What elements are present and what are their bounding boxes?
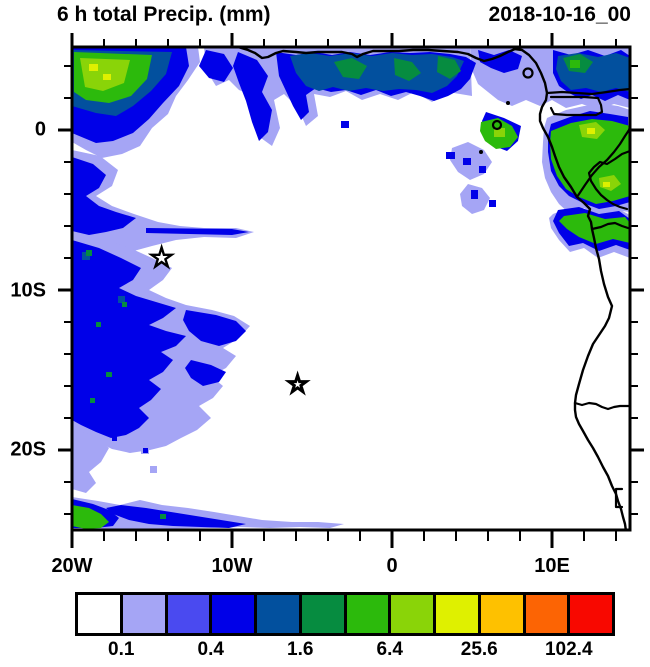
colorbar-cell (301, 595, 347, 633)
x-axis-label-20w: 20W (51, 555, 93, 577)
colorbar-cell (525, 595, 571, 633)
colorbar-label: 1.6 (287, 639, 314, 660)
colorbar-cell (436, 595, 481, 633)
colorbar-label: 25.6 (460, 639, 498, 660)
map-outlines (236, 47, 630, 530)
x-axis-label-10w: 10W (211, 555, 253, 577)
colorbar-cell (570, 595, 612, 633)
island-dot (479, 150, 483, 154)
plot-title: 6 h total Precip. (mm) (57, 3, 271, 26)
precip-level-lavender (72, 47, 630, 530)
colorbar-label: 6.4 (376, 639, 403, 660)
x-axis-label-10e: 10E (534, 555, 570, 577)
colorbar-cell (257, 595, 302, 633)
colorbar (75, 592, 615, 636)
colorbar-cell (122, 595, 168, 633)
country-border (590, 221, 630, 231)
colorbar-label: 102.4 (544, 639, 593, 660)
country-border (549, 95, 604, 117)
colorbar-cell (346, 595, 392, 633)
colorbar-cell (78, 595, 123, 633)
colorbar-cell (391, 595, 436, 633)
country-border (575, 125, 630, 199)
x-axis-label-0: 0 (386, 555, 398, 577)
country-border (614, 487, 624, 509)
y-axis-label-20s: 20S (10, 438, 46, 461)
colorbar-label: 0.1 (108, 639, 135, 660)
colorbar-cell (480, 595, 526, 633)
coastline-path (236, 47, 628, 530)
star-marker-1 (147, 243, 176, 270)
y-axis-label-10s: 10S (10, 279, 46, 302)
island-outline (491, 119, 503, 131)
country-border (573, 401, 630, 411)
colorbar-label: 0.4 (197, 639, 224, 660)
plot-timestamp: 2018-10-16_00 (488, 3, 631, 26)
colorbar-cell (167, 595, 213, 633)
colorbar-cell (212, 595, 257, 633)
axis-ticks (58, 33, 644, 548)
island-dot (506, 101, 510, 105)
country-border (587, 149, 630, 211)
precip-field (72, 47, 630, 530)
country-border (545, 87, 630, 96)
y-axis-label-0: 0 (34, 118, 46, 141)
precip-level-darkgreen (86, 54, 593, 519)
star-marker-2 (284, 370, 311, 396)
island-outline (522, 67, 534, 79)
precip-level-yellow (89, 64, 610, 187)
star-markers (147, 243, 311, 396)
